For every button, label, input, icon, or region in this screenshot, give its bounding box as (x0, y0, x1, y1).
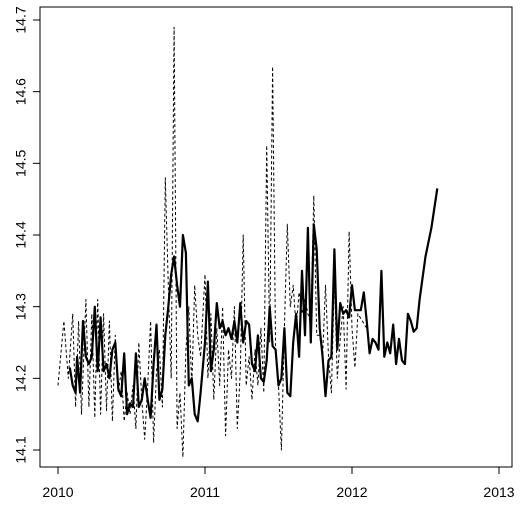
y-tick-label: 14.4 (13, 221, 29, 248)
x-tick-label: 2011 (190, 484, 220, 500)
series-group (57, 26, 439, 458)
series-line-solid (68, 188, 439, 423)
y-tick-label: 14.3 (13, 293, 29, 320)
y-tick-label: 14.6 (13, 78, 29, 105)
plot-frame (39, 6, 513, 468)
y-tick-label: 14.1 (13, 436, 29, 463)
y-axis: 14.1 14.2 14.3 14.4 14.5 14.6 14.7 (13, 6, 41, 464)
y-tick-label: 14.7 (13, 6, 29, 33)
x-tick-label: 2013 (483, 484, 514, 500)
x-tick-label: 2010 (42, 484, 73, 500)
y-tick-label: 14.2 (13, 364, 29, 391)
x-axis: 2010 2011 2012 2013 (42, 466, 515, 500)
series-line-dashed (57, 26, 368, 458)
x-tick-label: 2012 (336, 484, 367, 500)
y-tick-label: 14.5 (13, 149, 29, 176)
